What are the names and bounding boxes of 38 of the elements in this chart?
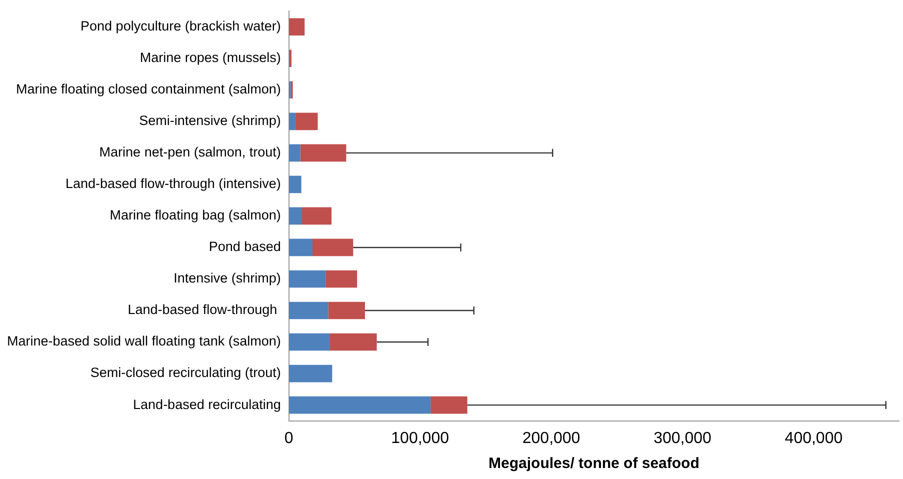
- bar: [295, 112, 318, 130]
- bar: [288, 144, 300, 162]
- bar: [288, 18, 305, 36]
- bar: [430, 396, 468, 414]
- bar: [302, 207, 332, 225]
- y-tick-label: Marine floating closed containment (salmon): [16, 82, 281, 97]
- y-tick-label: Pond polyculture (brackish water): [80, 18, 281, 34]
- bar: [300, 144, 346, 162]
- y-tick-label: Semi-closed recirculating (trout): [90, 365, 281, 380]
- bar: [312, 238, 354, 256]
- bar: [288, 364, 332, 382]
- y-tick-label: Pond based: [208, 239, 281, 254]
- bar: [288, 396, 431, 414]
- y-tick-label: Land-based flow-through: [128, 302, 281, 318]
- y-tick-label: Marine net-pen (salmon, trout): [99, 144, 281, 160]
- y-tick-label: Semi-intensive (shrimp): [139, 113, 281, 128]
- y-tick-label: Marine floating bag (salmon): [110, 208, 281, 223]
- y-tick-label: Intensive (shrimp): [174, 270, 281, 286]
- x-tick-label: 300,000: [654, 430, 712, 447]
- bar: [288, 238, 312, 256]
- bar: [288, 270, 326, 288]
- bar: [288, 207, 302, 225]
- y-tick-label: Marine ropes (mussels): [140, 50, 281, 66]
- y-tick-label: Land-based flow-through (intensive): [66, 176, 281, 192]
- x-tick-label: 0: [284, 430, 294, 447]
- bar: [288, 112, 296, 130]
- bar: [330, 333, 377, 351]
- bar: [326, 270, 358, 288]
- bar: [288, 302, 328, 320]
- bar: [288, 176, 302, 194]
- x-tick-label: 100,000: [391, 430, 450, 447]
- x-tick-label: 200,000: [522, 430, 580, 447]
- bar: [328, 302, 365, 320]
- y-tick-label: Land-based recirculating: [133, 396, 281, 412]
- x-axis-title: Megajoules/ tonne of seafood: [488, 455, 700, 472]
- x-tick-label: 400,000: [784, 430, 843, 447]
- y-tick-label: Marine-based solid wall floating tank (salmon): [6, 334, 281, 349]
- bar: [288, 333, 330, 351]
